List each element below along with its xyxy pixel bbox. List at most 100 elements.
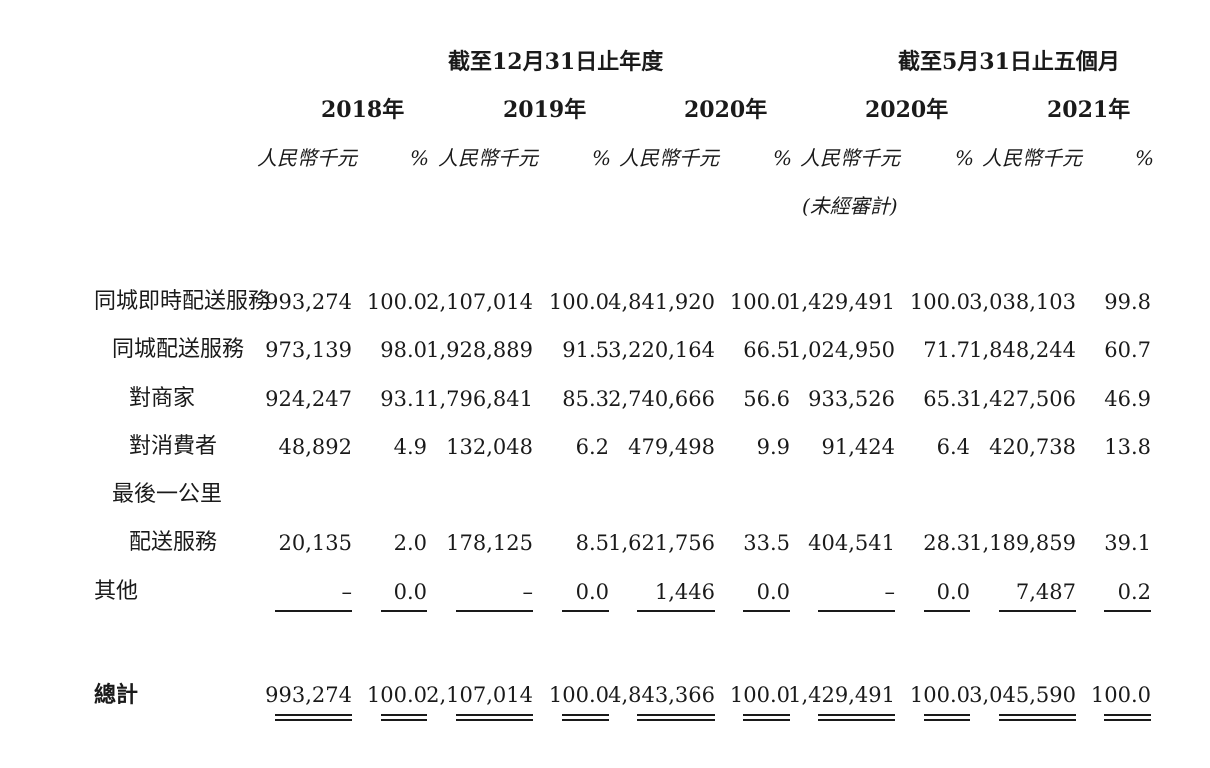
- subtotal-rule: [1104, 610, 1151, 612]
- total-cell: 2,107,014: [426, 683, 533, 707]
- table-cell: 100.0: [366, 290, 427, 314]
- header-year-2021-5m: 2021年: [1047, 97, 1131, 123]
- table-cell: 13.8: [1104, 435, 1151, 459]
- subtotal-rule: [999, 610, 1076, 612]
- table-cell: 0.0: [936, 580, 970, 604]
- row-label: 同城配送服務: [112, 337, 245, 362]
- row-label: 最後一公里: [112, 482, 223, 507]
- total-cell: 3,045,590: [969, 683, 1076, 707]
- table-cell: 1,024,950: [788, 338, 895, 362]
- table-cell: 973,139: [265, 338, 352, 362]
- table-cell: 1,621,756: [608, 531, 715, 555]
- subtotal-rule: [743, 610, 790, 612]
- table-cell: 0.0: [756, 580, 790, 604]
- table-cell: 91.5: [562, 338, 609, 362]
- table-cell: 60.7: [1104, 338, 1151, 362]
- table-cell: 1,429,491: [788, 290, 895, 314]
- unit-amount-3: 人民幣千元: [619, 146, 719, 170]
- table-cell: 420,738: [989, 435, 1076, 459]
- row-label: 配送服務: [129, 530, 218, 555]
- unit-pct-2: %: [592, 146, 612, 170]
- table-cell: 9.9: [756, 435, 790, 459]
- table-cell: 56.6: [743, 387, 790, 411]
- row-label: 其他: [94, 579, 139, 604]
- table-cell: 479,498: [628, 435, 715, 459]
- header-year-2020-5m: 2020年: [865, 97, 949, 123]
- table-cell: 4,841,920: [608, 290, 715, 314]
- total-double-rule: [999, 714, 1076, 721]
- table-cell: –: [884, 580, 896, 604]
- subtotal-rule: [818, 610, 895, 612]
- table-cell: 8.5: [575, 531, 609, 555]
- table-cell: 93.1: [380, 387, 427, 411]
- row-label: 對商家: [129, 386, 196, 411]
- total-cell: 100.0: [548, 683, 609, 707]
- table-cell: –: [341, 580, 353, 604]
- total-cell: 1,429,491: [788, 683, 895, 707]
- table-cell: 3,220,164: [608, 338, 715, 362]
- table-cell: –: [522, 580, 534, 604]
- table-cell: 99.8: [1104, 290, 1151, 314]
- total-double-rule: [562, 714, 609, 721]
- table-cell: 91,424: [821, 435, 895, 459]
- table-cell: 6.4: [936, 435, 970, 459]
- unit-pct-4: %: [955, 146, 975, 170]
- table-cell: 100.0: [548, 290, 609, 314]
- table-cell: 1,446: [654, 580, 715, 604]
- table-cell: 48,892: [278, 435, 352, 459]
- table-cell: 1,928,889: [426, 338, 533, 362]
- table-cell: 2,740,666: [608, 387, 715, 411]
- unit-amount-2: 人民幣千元: [438, 146, 538, 170]
- table-cell: 0.2: [1117, 580, 1151, 604]
- total-cell: 993,274: [265, 683, 352, 707]
- table-cell: 28.3: [923, 531, 970, 555]
- total-double-rule: [275, 714, 352, 721]
- table-cell: 7,487: [1015, 580, 1076, 604]
- table-cell: 1,427,506: [969, 387, 1076, 411]
- table-cell: 3,038,103: [969, 290, 1076, 314]
- table-cell: 100.0: [909, 290, 970, 314]
- table-cell: 933,526: [808, 387, 895, 411]
- table-cell: 65.3: [923, 387, 970, 411]
- table-cell: 178,125: [446, 531, 533, 555]
- unit-amount-1: 人民幣千元: [257, 146, 357, 170]
- total-cell: 100.0: [366, 683, 427, 707]
- unit-amount-5: 人民幣千元: [982, 146, 1082, 170]
- header-year-2020: 2020年: [684, 97, 768, 123]
- header-group-full-year: 截至12月31日止年度: [448, 49, 664, 75]
- table-cell: 6.2: [575, 435, 609, 459]
- table-cell: 20,135: [278, 531, 352, 555]
- table-cell: 2,107,014: [426, 290, 533, 314]
- table-cell: 0.0: [575, 580, 609, 604]
- table-cell: 100.0: [729, 290, 790, 314]
- header-group-five-months: 截至5月31日止五個月: [898, 49, 1120, 75]
- total-double-rule: [456, 714, 533, 721]
- total-cell: 100.0: [909, 683, 970, 707]
- table-cell: 404,541: [808, 531, 895, 555]
- total-cell: 100.0: [729, 683, 790, 707]
- table-cell: 71.7: [923, 338, 970, 362]
- subtotal-rule: [456, 610, 533, 612]
- unit-unaudited: (未經審計): [802, 194, 898, 218]
- total-double-rule: [637, 714, 715, 721]
- header-year-2018: 2018年: [321, 97, 405, 123]
- table-cell: 132,048: [446, 435, 533, 459]
- subtotal-rule: [924, 610, 970, 612]
- unit-pct-3: %: [773, 146, 793, 170]
- subtotal-rule: [637, 610, 715, 612]
- total-label: 總計: [94, 682, 139, 708]
- unit-amount-4: 人民幣千元: [800, 146, 900, 170]
- subtotal-rule: [562, 610, 609, 612]
- table-cell: 993,274: [265, 290, 352, 314]
- table-cell: 85.3: [562, 387, 609, 411]
- table-cell: 4.9: [393, 435, 427, 459]
- table-cell: 924,247: [265, 387, 352, 411]
- table-cell: 39.1: [1104, 531, 1151, 555]
- row-label: 對消費者: [129, 434, 218, 459]
- table-cell: 2.0: [393, 531, 427, 555]
- table-cell: 1,189,859: [969, 531, 1076, 555]
- subtotal-rule: [381, 610, 427, 612]
- total-double-rule: [1104, 714, 1151, 721]
- table-cell: 0.0: [393, 580, 427, 604]
- header-year-2019: 2019年: [503, 97, 587, 123]
